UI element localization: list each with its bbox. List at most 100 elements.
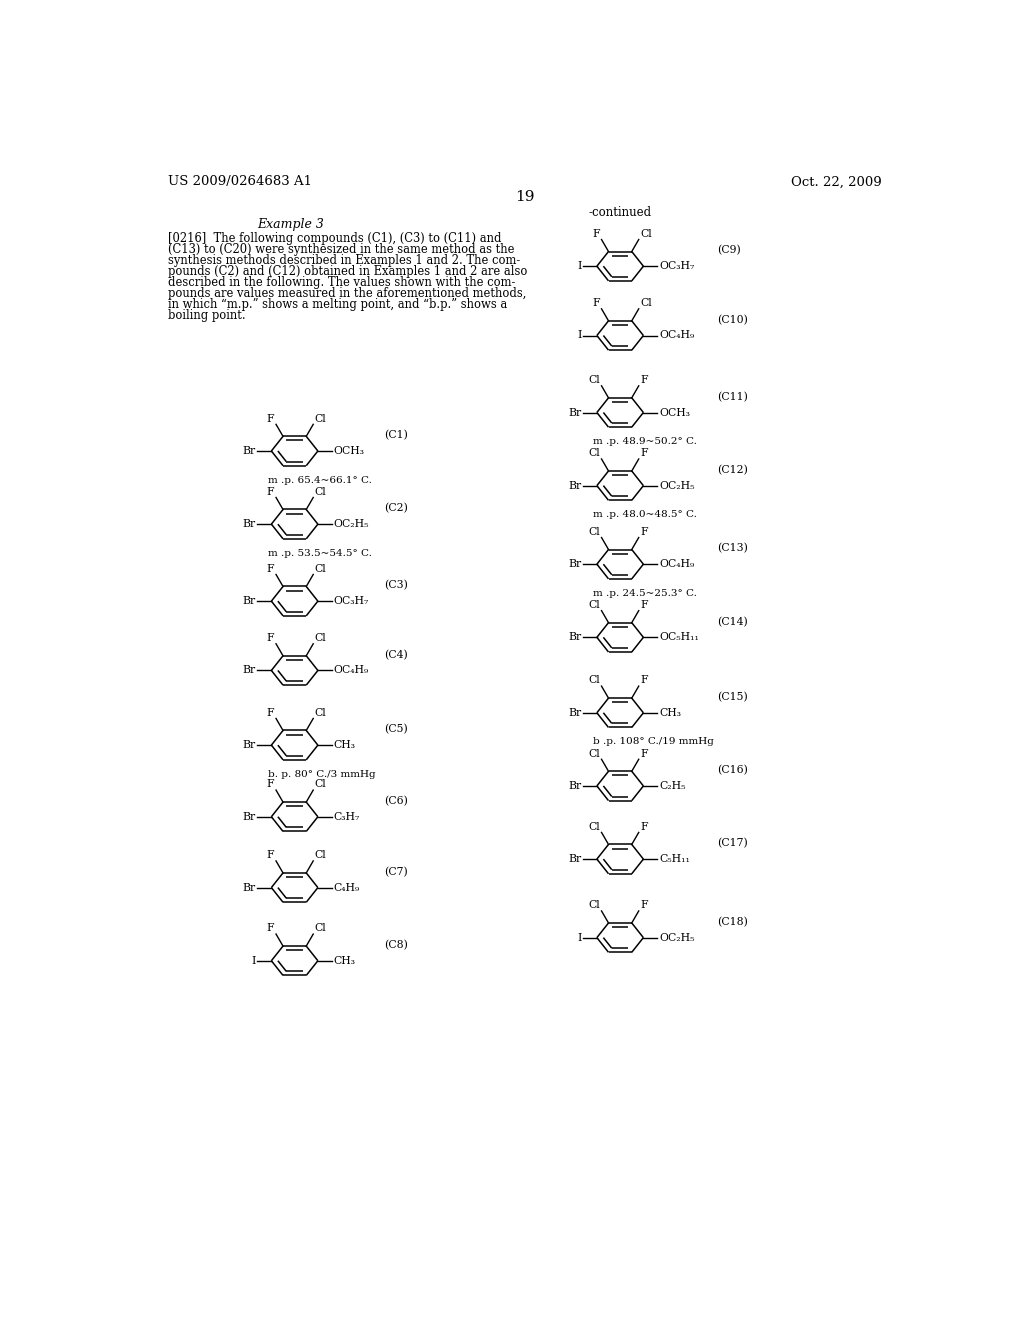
- Text: Cl: Cl: [588, 599, 600, 610]
- Text: F: F: [267, 923, 274, 933]
- Text: OC₃H₇: OC₃H₇: [658, 261, 694, 271]
- Text: F: F: [640, 375, 648, 385]
- Text: OC₄H₉: OC₄H₉: [658, 330, 694, 341]
- Text: (C17): (C17): [717, 838, 748, 849]
- Text: [0216]  The following compounds (C1), (C3) to (C11) and: [0216] The following compounds (C1), (C3…: [168, 232, 502, 246]
- Text: Br: Br: [568, 632, 582, 643]
- Text: F: F: [640, 449, 648, 458]
- Text: Br: Br: [243, 597, 256, 606]
- Text: Cl: Cl: [588, 676, 600, 685]
- Text: F: F: [267, 708, 274, 718]
- Text: Cl: Cl: [588, 821, 600, 832]
- Text: Br: Br: [243, 446, 256, 455]
- Text: b. p. 80° C./3 mmHg: b. p. 80° C./3 mmHg: [267, 770, 375, 779]
- Text: OC₄H₉: OC₄H₉: [658, 560, 694, 569]
- Text: (C16): (C16): [717, 766, 748, 775]
- Text: (C5): (C5): [384, 725, 408, 735]
- Text: F: F: [640, 821, 648, 832]
- Text: (C14): (C14): [717, 616, 748, 627]
- Text: OCH₃: OCH₃: [334, 446, 365, 455]
- Text: boiling point.: boiling point.: [168, 309, 246, 322]
- Text: I: I: [577, 261, 582, 271]
- Text: (C11): (C11): [717, 392, 748, 403]
- Text: CH₃: CH₃: [334, 956, 355, 966]
- Text: Example 3: Example 3: [257, 218, 325, 231]
- Text: m .p. 53.5~54.5° C.: m .p. 53.5~54.5° C.: [267, 549, 372, 558]
- Text: F: F: [267, 564, 274, 574]
- Text: (C8): (C8): [384, 940, 408, 950]
- Text: m .p. 65.4~66.1° C.: m .p. 65.4~66.1° C.: [267, 475, 372, 484]
- Text: OC₄H₉: OC₄H₉: [334, 665, 369, 676]
- Text: Oct. 22, 2009: Oct. 22, 2009: [791, 176, 882, 189]
- Text: Cl: Cl: [588, 449, 600, 458]
- Text: C₄H₉: C₄H₉: [334, 883, 359, 892]
- Text: Cl: Cl: [588, 748, 600, 759]
- Text: Br: Br: [568, 854, 582, 865]
- Text: Cl: Cl: [314, 850, 327, 861]
- Text: F: F: [640, 748, 648, 759]
- Text: F: F: [267, 779, 274, 789]
- Text: (C18): (C18): [717, 917, 748, 927]
- Text: synthesis methods described in Examples 1 and 2. The com-: synthesis methods described in Examples …: [168, 255, 520, 267]
- Text: Br: Br: [568, 781, 582, 791]
- Text: F: F: [267, 487, 274, 496]
- Text: Br: Br: [568, 708, 582, 718]
- Text: OC₂H₅: OC₂H₅: [658, 480, 694, 491]
- Text: F: F: [267, 634, 274, 643]
- Text: Br: Br: [243, 519, 256, 529]
- Text: Cl: Cl: [314, 564, 327, 574]
- Text: C₃H₇: C₃H₇: [334, 812, 359, 822]
- Text: (C6): (C6): [384, 796, 408, 807]
- Text: F: F: [640, 900, 648, 911]
- Text: Br: Br: [243, 741, 256, 750]
- Text: Cl: Cl: [314, 923, 327, 933]
- Text: Cl: Cl: [314, 413, 327, 424]
- Text: -continued: -continued: [589, 206, 651, 219]
- Text: CH₃: CH₃: [334, 741, 355, 750]
- Text: m .p. 24.5~25.3° C.: m .p. 24.5~25.3° C.: [593, 589, 697, 598]
- Text: m .p. 48.0~48.5° C.: m .p. 48.0~48.5° C.: [593, 511, 697, 519]
- Text: OC₅H₁₁: OC₅H₁₁: [658, 632, 698, 643]
- Text: m .p. 48.9~50.2° C.: m .p. 48.9~50.2° C.: [593, 437, 697, 446]
- Text: CH₃: CH₃: [658, 708, 681, 718]
- Text: C₅H₁₁: C₅H₁₁: [658, 854, 690, 865]
- Text: Br: Br: [243, 883, 256, 892]
- Text: F: F: [267, 413, 274, 424]
- Text: Br: Br: [568, 480, 582, 491]
- Text: Br: Br: [243, 665, 256, 676]
- Text: (C1): (C1): [384, 430, 408, 441]
- Text: Cl: Cl: [314, 779, 327, 789]
- Text: Cl: Cl: [314, 708, 327, 718]
- Text: (C4): (C4): [384, 649, 408, 660]
- Text: F: F: [592, 228, 600, 239]
- Text: F: F: [640, 599, 648, 610]
- Text: (C15): (C15): [717, 692, 748, 702]
- Text: (C7): (C7): [384, 867, 408, 876]
- Text: Cl: Cl: [588, 375, 600, 385]
- Text: b .p. 108° C./19 mmHg: b .p. 108° C./19 mmHg: [593, 738, 714, 746]
- Text: pounds are values measured in the aforementioned methods,: pounds are values measured in the aforem…: [168, 286, 526, 300]
- Text: OC₂H₅: OC₂H₅: [658, 933, 694, 942]
- Text: (C13) to (C20) were synthesized in the same method as the: (C13) to (C20) were synthesized in the s…: [168, 243, 515, 256]
- Text: in which “m.p.” shows a melting point, and “b.p.” shows a: in which “m.p.” shows a melting point, a…: [168, 298, 508, 312]
- Text: Cl: Cl: [588, 527, 600, 537]
- Text: F: F: [640, 676, 648, 685]
- Text: OCH₃: OCH₃: [658, 408, 690, 417]
- Text: F: F: [592, 298, 600, 308]
- Text: US 2009/0264683 A1: US 2009/0264683 A1: [168, 176, 312, 189]
- Text: I: I: [252, 956, 256, 966]
- Text: I: I: [577, 933, 582, 942]
- Text: (C9): (C9): [717, 246, 740, 256]
- Text: Cl: Cl: [314, 634, 327, 643]
- Text: (C13): (C13): [717, 544, 748, 553]
- Text: F: F: [267, 850, 274, 861]
- Text: (C10): (C10): [717, 314, 748, 325]
- Text: (C12): (C12): [717, 465, 748, 475]
- Text: F: F: [640, 527, 648, 537]
- Text: Cl: Cl: [640, 298, 652, 308]
- Text: Cl: Cl: [314, 487, 327, 496]
- Text: (C2): (C2): [384, 503, 408, 513]
- Text: OC₃H₇: OC₃H₇: [334, 597, 369, 606]
- Text: Br: Br: [568, 408, 582, 417]
- Text: described in the following. The values shown with the com-: described in the following. The values s…: [168, 276, 516, 289]
